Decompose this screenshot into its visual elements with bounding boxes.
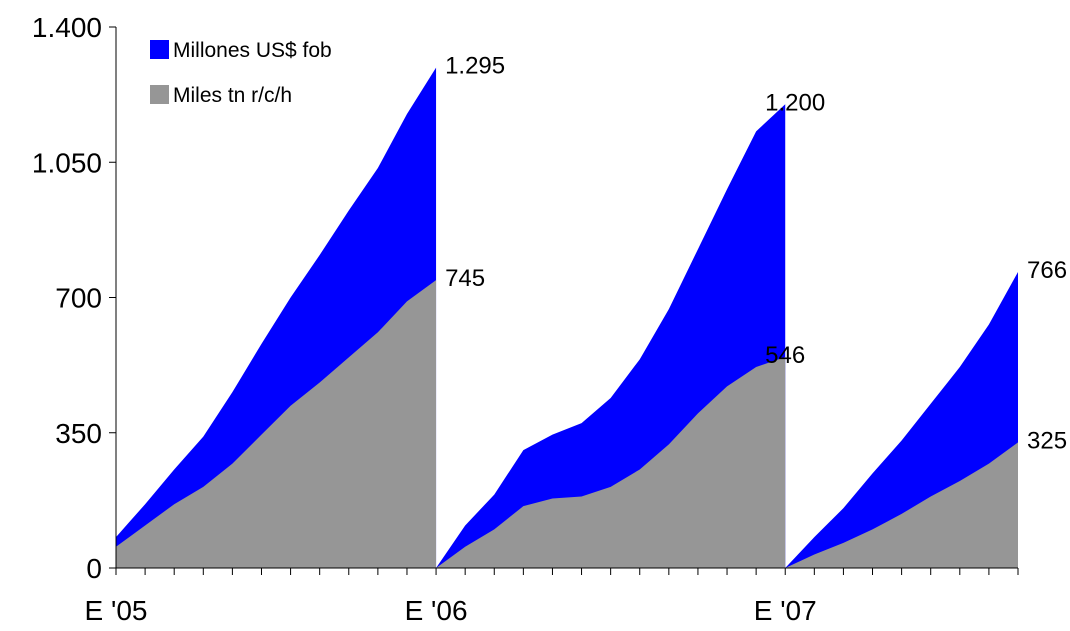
data-label: 325 <box>1027 427 1067 454</box>
plot-areas <box>116 67 1018 568</box>
data-label: 766 <box>1027 257 1067 284</box>
x-tick-label: E '06 <box>405 595 468 626</box>
x-axis-ticks: E '05 E '06 E '07 <box>85 568 1019 626</box>
data-label: 1.200 <box>765 89 825 116</box>
y-axis-ticks: 0 350 700 1.050 1.400 <box>32 12 116 584</box>
legend-swatch <box>150 85 169 104</box>
x-tick-label: E '07 <box>754 595 817 626</box>
area-miles-tn-segment-2 <box>436 357 786 568</box>
data-labels: 1.295 745 1.200 546 766 325 <box>445 53 1067 455</box>
x-tick-label: E '05 <box>85 595 148 626</box>
legend-swatch <box>150 40 169 59</box>
y-tick-label: 1.400 <box>32 12 102 43</box>
y-tick-label: 700 <box>55 283 102 314</box>
data-label: 745 <box>445 265 485 292</box>
legend-label: Millones US$ fob <box>173 39 332 62</box>
data-label: 1.295 <box>445 53 505 80</box>
data-label: 546 <box>765 342 805 369</box>
y-tick-label: 0 <box>86 553 102 584</box>
y-tick-label: 350 <box>55 418 102 449</box>
area-miles-tn-segment-1 <box>116 280 437 568</box>
area-miles-tn-segment-3 <box>785 442 1018 568</box>
legend: Millones US$ fob Miles tn r/c/h <box>150 39 332 107</box>
legend-label: Miles tn r/c/h <box>173 84 292 107</box>
y-tick-label: 1.050 <box>32 147 102 178</box>
